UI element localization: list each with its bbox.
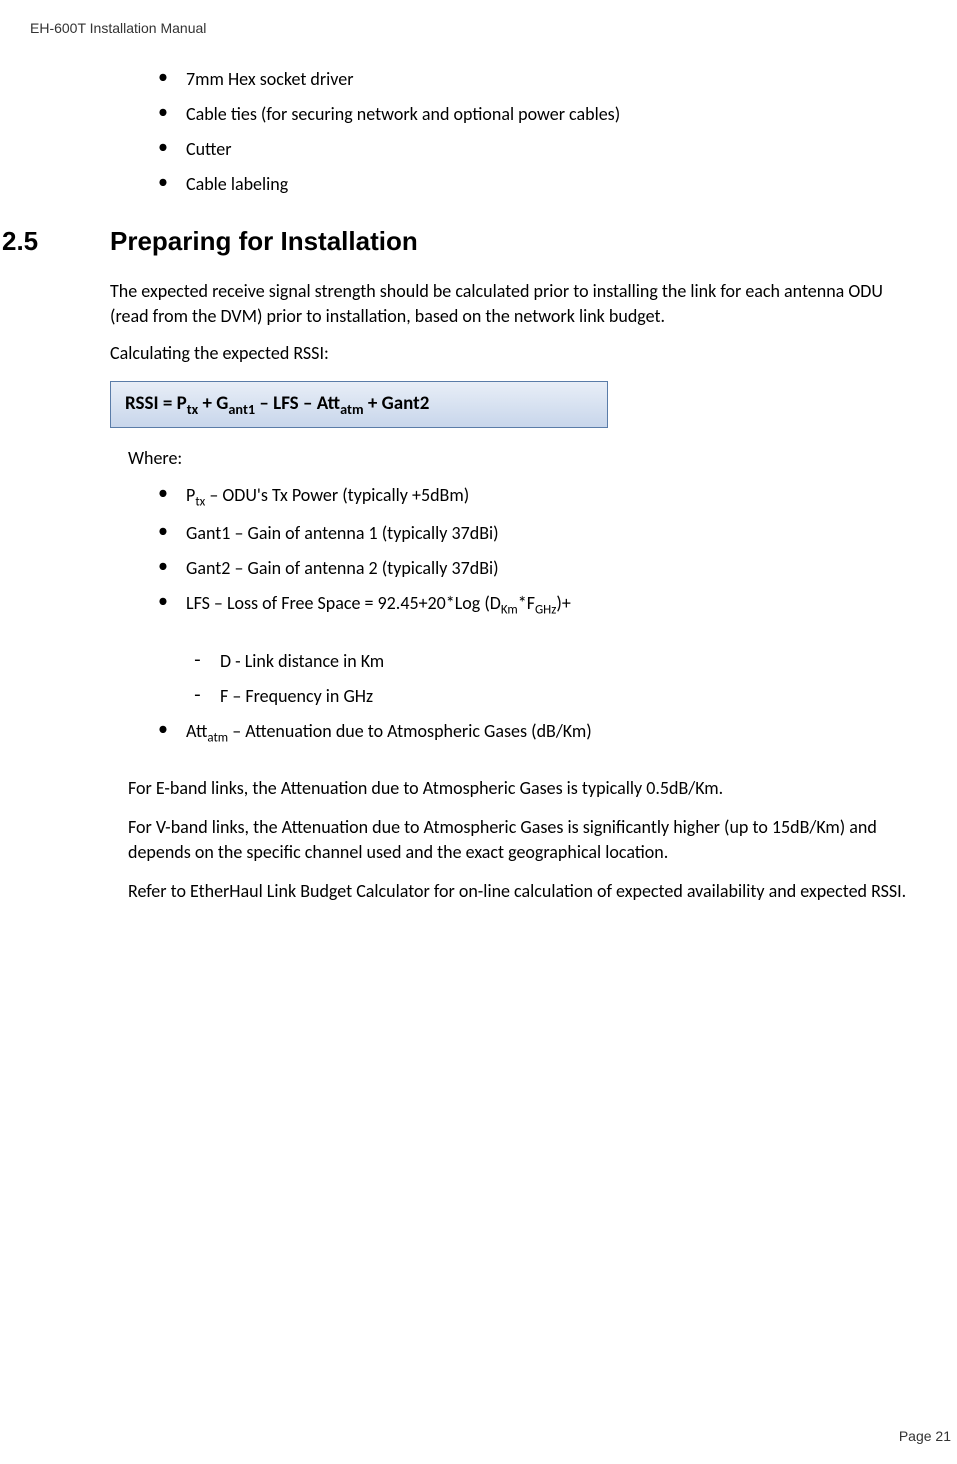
main-content: 7mm Hex socket driver Cable ties (for se… bbox=[0, 36, 957, 904]
list-item: 7mm Hex socket driver bbox=[158, 66, 917, 93]
section-heading: 2.5 Preparing for Installation bbox=[2, 226, 917, 257]
page-footer: Page 21 bbox=[899, 1428, 951, 1444]
list-item: F – Frequency in GHz bbox=[192, 683, 917, 710]
where-list-cont: Attatm – Attenuation due to Atmospheric … bbox=[158, 718, 917, 748]
eband-paragraph: For E-band links, the Attenuation due to… bbox=[128, 776, 917, 801]
where-list: Ptx – ODU's Tx Power (typically +5dBm) G… bbox=[158, 482, 917, 620]
section-title: Preparing for Installation bbox=[110, 226, 418, 257]
intro-paragraph: The expected receive signal strength sho… bbox=[110, 279, 917, 329]
list-item: Cable labeling bbox=[158, 171, 917, 198]
list-item: Gant1 – Gain of antenna 1 (typically 37d… bbox=[158, 520, 917, 547]
calc-label: Calculating the expected RSSI: bbox=[110, 341, 917, 366]
list-item: Attatm – Attenuation due to Atmospheric … bbox=[158, 718, 917, 748]
list-item: Cutter bbox=[158, 136, 917, 163]
vband-paragraph: For V-band links, the Attenuation due to… bbox=[128, 815, 917, 865]
tools-list: 7mm Hex socket driver Cable ties (for se… bbox=[158, 66, 917, 198]
list-item: D - Link distance in Km bbox=[192, 648, 917, 675]
list-item: Cable ties (for securing network and opt… bbox=[158, 101, 917, 128]
page-header: EH-600T Installation Manual bbox=[0, 0, 957, 36]
lfs-sublist: D - Link distance in Km F – Frequency in… bbox=[192, 648, 917, 710]
where-block: Where: Ptx – ODU's Tx Power (typically +… bbox=[128, 446, 917, 904]
notes-block: For E-band links, the Attenuation due to… bbox=[128, 776, 917, 905]
list-item: Ptx – ODU's Tx Power (typically +5dBm) bbox=[158, 482, 917, 512]
list-item: LFS – Loss of Free Space = 92.45+20*Log … bbox=[158, 590, 917, 620]
where-label: Where: bbox=[128, 446, 917, 471]
section-number: 2.5 bbox=[2, 226, 110, 257]
list-item: Gant2 – Gain of antenna 2 (typically 37d… bbox=[158, 555, 917, 582]
formula-box: RSSI = Ptx + Gant1 – LFS – Attatm + Gant… bbox=[110, 381, 608, 429]
refer-paragraph: Refer to EtherHaul Link Budget Calculato… bbox=[128, 879, 917, 904]
